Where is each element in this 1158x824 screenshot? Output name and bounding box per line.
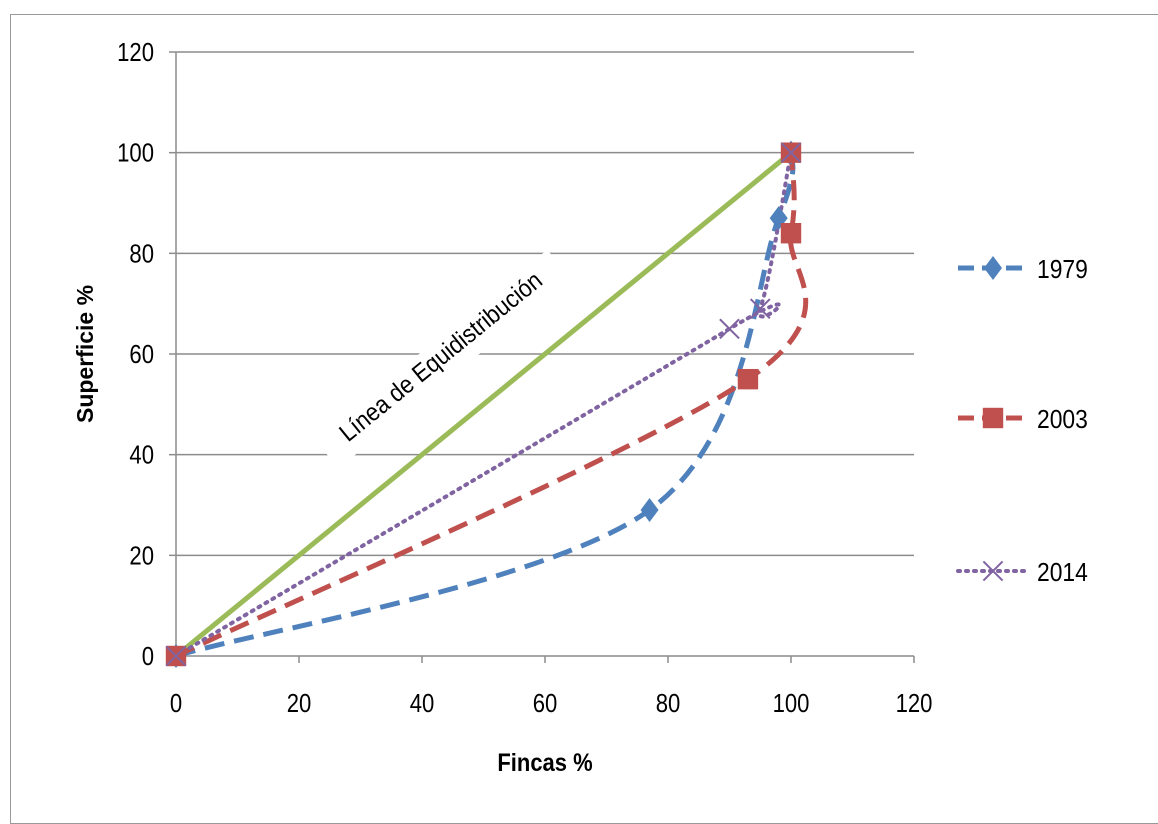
marker-2014-3 xyxy=(780,142,802,163)
legend-marker-2003 xyxy=(982,407,1004,429)
series-line-1979 xyxy=(175,152,796,659)
marker-2003-1 xyxy=(737,368,759,390)
x-axis-label: Fincas % xyxy=(497,749,592,777)
series-line-2014 xyxy=(174,150,793,658)
y-tick-labels: 0 20 40 60 80 100 120 xyxy=(117,38,154,671)
annotation-background xyxy=(314,249,572,469)
marker-1979-1 xyxy=(640,498,659,523)
annotation-label: Línea de Equidistribución xyxy=(334,266,548,447)
equidistribution-line xyxy=(174,150,793,658)
x-tick-label-6: 120 xyxy=(896,689,933,718)
y-tick-label-0: 0 xyxy=(142,642,154,671)
legend-item-2003: 2003 xyxy=(958,406,1088,435)
marker-2014-1 xyxy=(719,318,740,340)
y-tick-label-1: 20 xyxy=(129,542,154,571)
legend-marker-2014-b xyxy=(982,560,1004,582)
marker-2014-2 xyxy=(749,298,771,320)
x-tick-labels: 0 20 40 60 80 100 120 xyxy=(170,689,933,718)
legend-marker-2014 xyxy=(982,560,1004,582)
x-tick-label-5: 100 xyxy=(773,689,810,718)
marker-2003-2 xyxy=(780,223,802,244)
legend: 1979 2003 2014 xyxy=(956,256,1088,588)
x-tick-label-4: 80 xyxy=(656,689,681,718)
legend-label-1979: 1979 xyxy=(1037,256,1088,285)
x-tick-label-2: 40 xyxy=(410,689,435,718)
y-tick-label-5: 100 xyxy=(117,139,154,168)
y-tick-label-6: 120 xyxy=(117,38,154,67)
legend-item-2014: 2014 xyxy=(956,559,1088,588)
x-tick-label-3: 60 xyxy=(533,689,558,718)
y-tick-label-4: 80 xyxy=(129,240,154,269)
y-tick-label-3: 60 xyxy=(129,340,154,369)
legend-label-2014: 2014 xyxy=(1037,559,1088,588)
y-axis-label: Superficie % xyxy=(72,285,98,423)
legend-item-1979: 1979 xyxy=(958,256,1088,285)
plot-markers xyxy=(165,140,802,668)
legend-label-2003: 2003 xyxy=(1037,406,1088,435)
marker-2014-0 xyxy=(165,645,187,667)
y-tick-label-2: 40 xyxy=(129,441,154,470)
marker-2014-1-b xyxy=(719,318,740,340)
x-tick-label-0: 0 xyxy=(170,689,182,718)
marker-2014-0-b xyxy=(165,645,187,667)
x-tick-label-1: 20 xyxy=(287,689,312,718)
marker-2014-3-b xyxy=(780,142,802,163)
plot-lines xyxy=(174,150,809,659)
marker-2014-2-b xyxy=(749,298,771,320)
legend-marker-1979 xyxy=(984,256,1002,280)
